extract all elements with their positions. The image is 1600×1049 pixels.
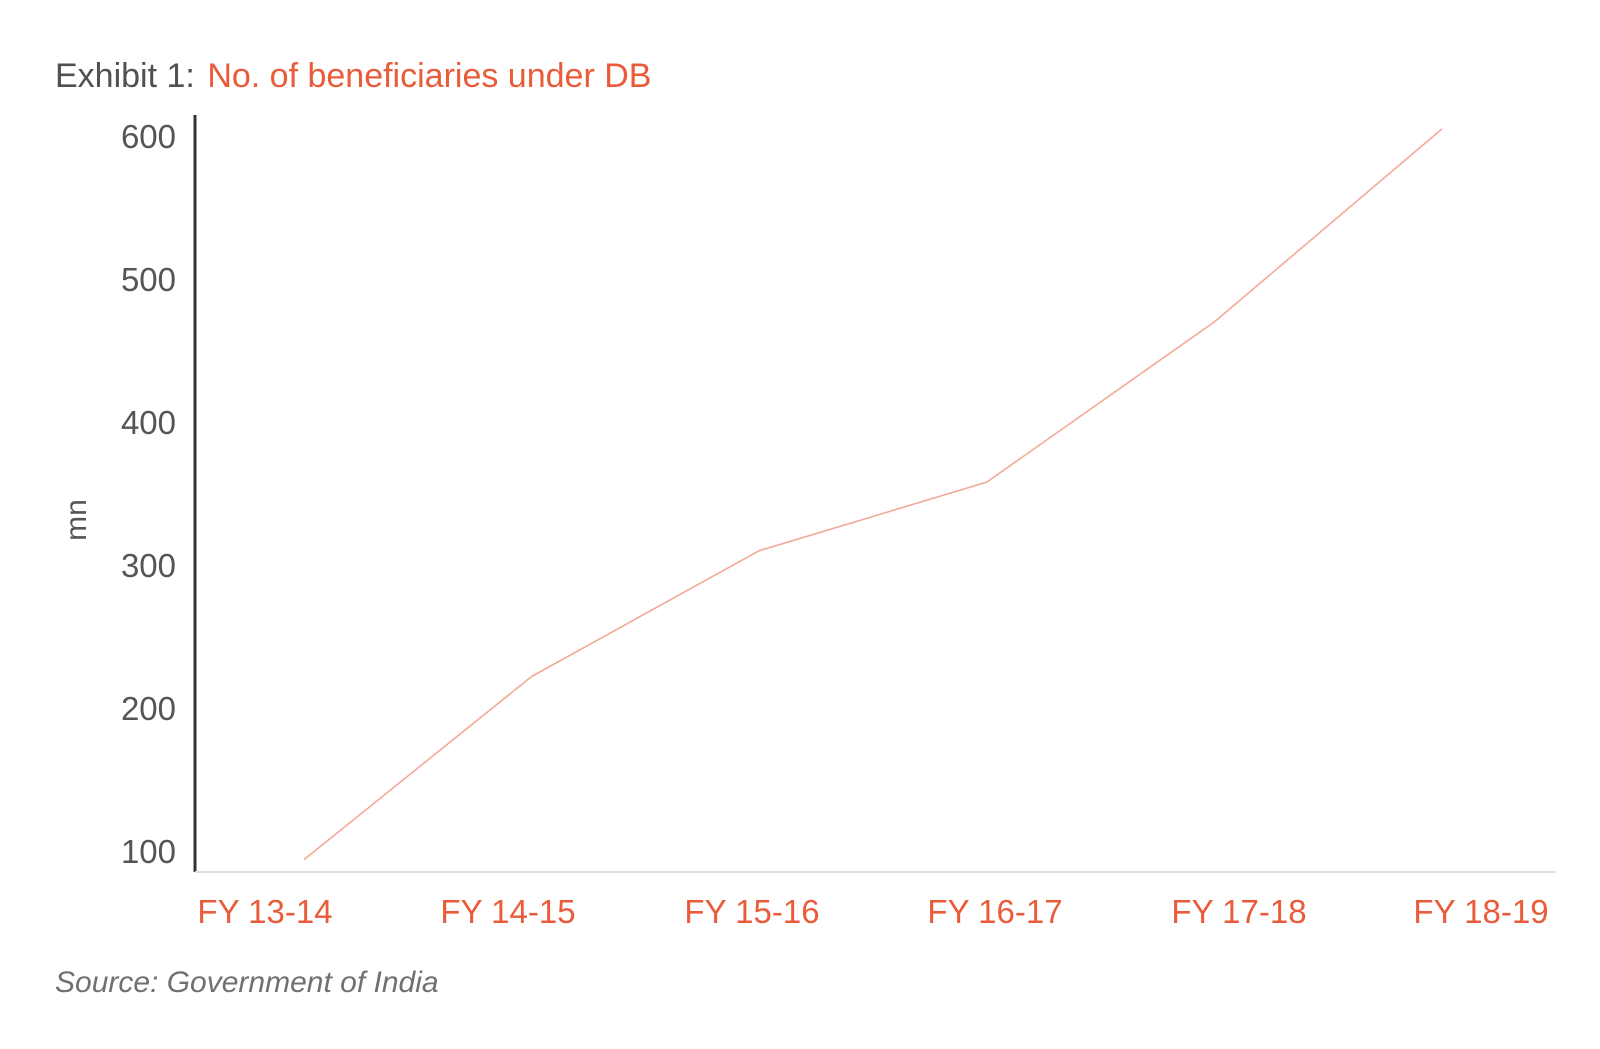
series-line — [303, 128, 1443, 861]
x-tick-label: FY 14-15 — [440, 893, 575, 930]
chart-title: Exhibit 1: No. of beneficiaries under DB — [55, 57, 651, 95]
y-tick-label: 300 — [121, 547, 176, 584]
y-axis-label: mn — [60, 499, 93, 541]
x-tick-label: FY 16-17 — [927, 893, 1062, 930]
y-tick-label: 400 — [121, 404, 176, 441]
source-note: Source: Government of India — [55, 966, 439, 999]
y-tick-label: 600 — [121, 118, 176, 155]
y-tick-label: 100 — [121, 833, 176, 870]
chart-title-main: No. of beneficiaries under DB — [207, 57, 651, 95]
series-layer — [303, 128, 1443, 861]
y-tick-label: 200 — [121, 690, 176, 727]
y-tick-label: 500 — [121, 261, 176, 298]
y-tick-labels: 100 200 300 400 500 600 — [121, 118, 176, 870]
chart-title-prefix: Exhibit 1: — [55, 57, 195, 95]
x-tick-labels: FY 13-14 FY 14-15 FY 15-16 FY 16-17 FY 17-18… — [197, 893, 1548, 930]
x-tick-label: FY 15-16 — [684, 893, 819, 930]
x-tick-label: FY 18-19 — [1413, 893, 1548, 930]
x-tick-label: FY 13-14 — [197, 893, 332, 930]
x-tick-label: FY 17-18 — [1171, 893, 1306, 930]
